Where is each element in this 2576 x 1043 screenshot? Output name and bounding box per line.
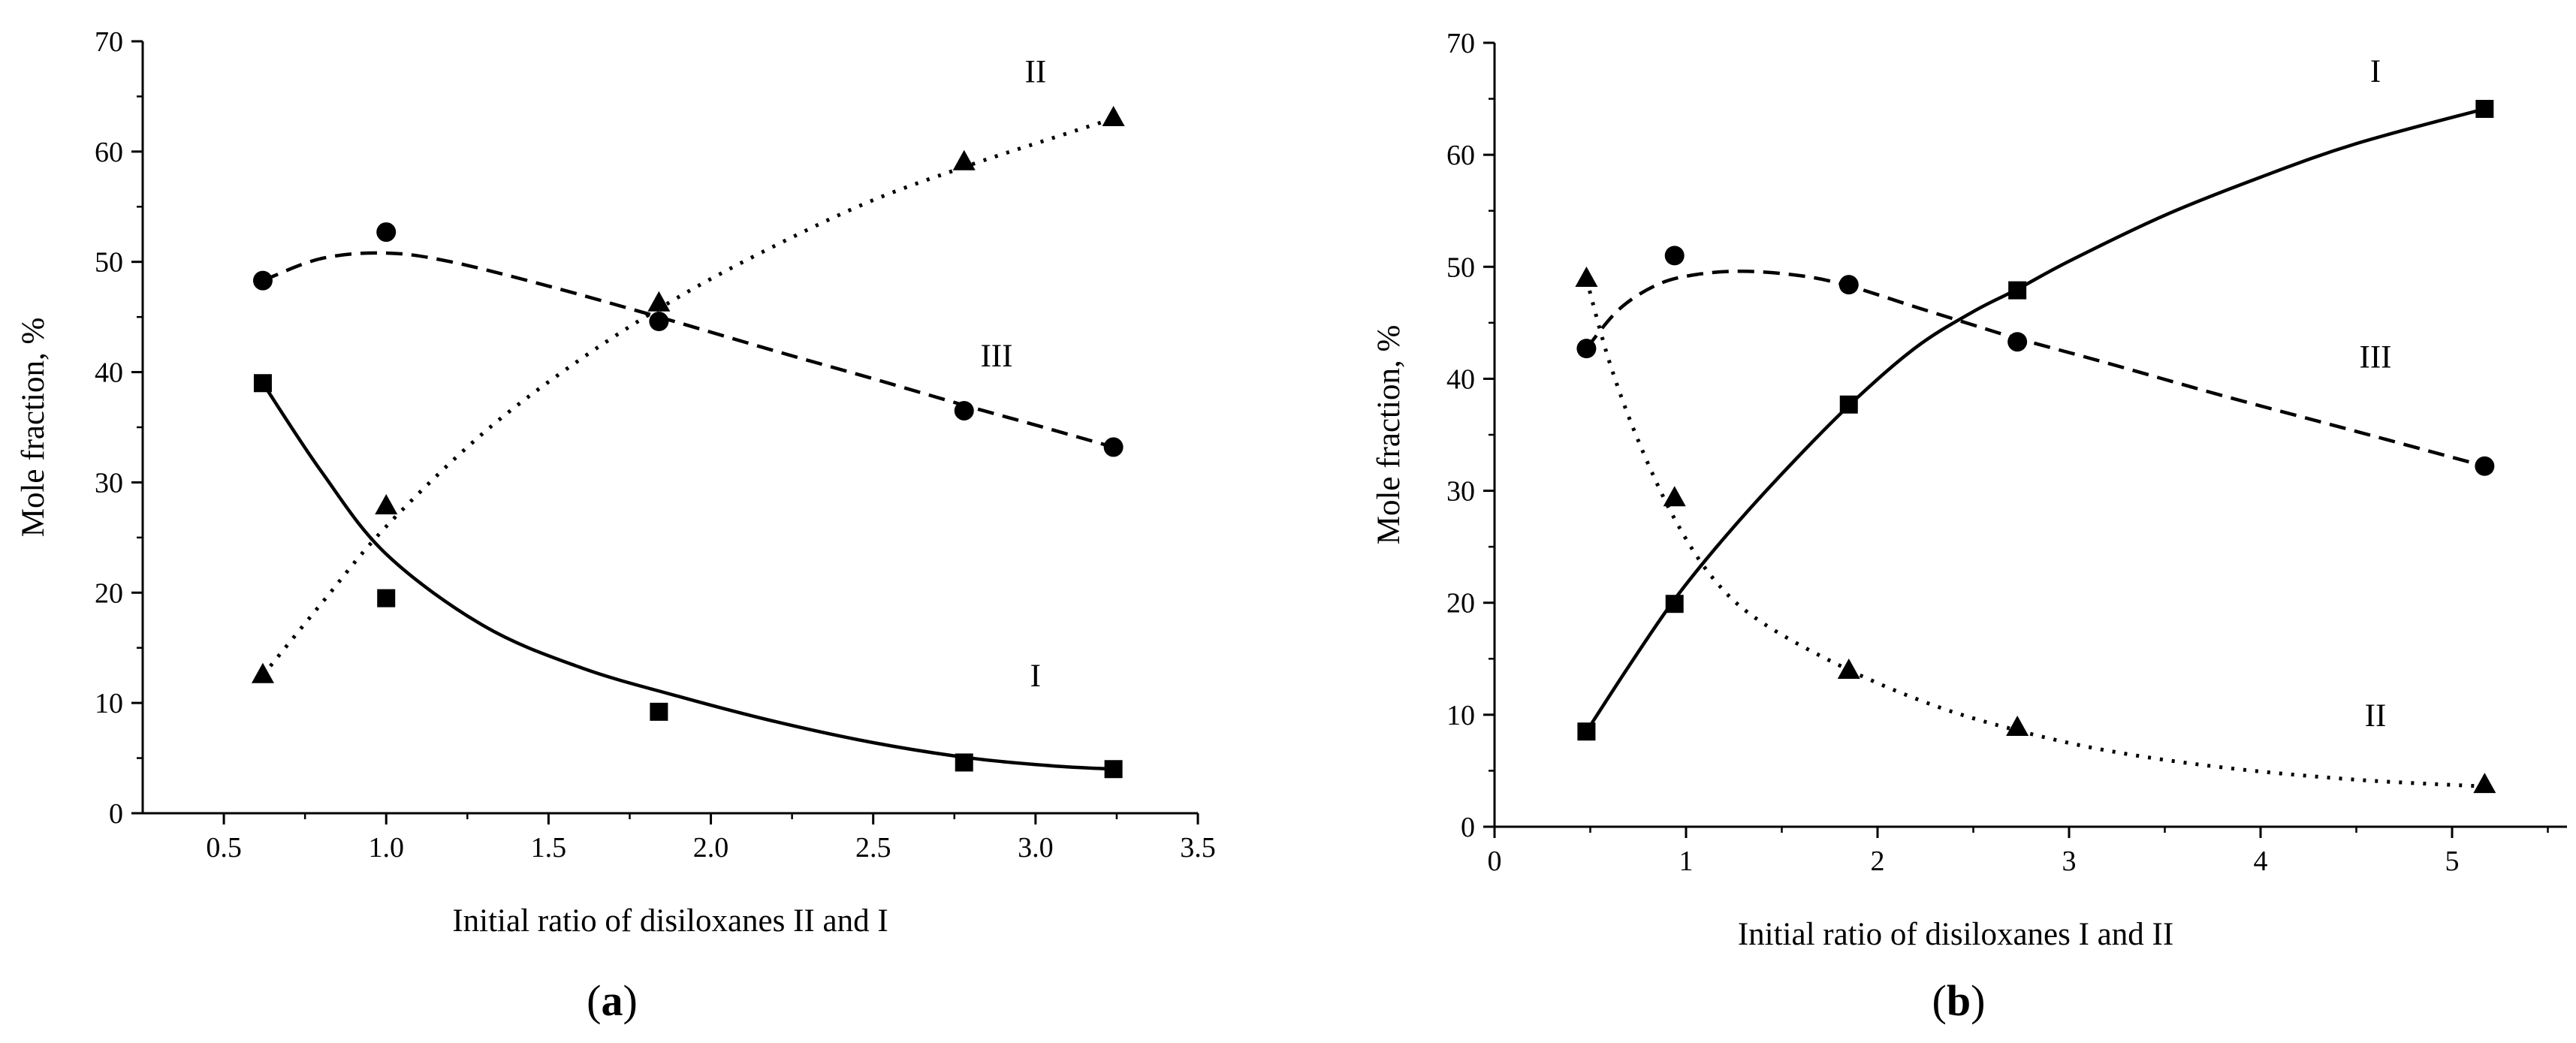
x-tick-label: 1 — [1679, 846, 1694, 877]
x-tick-label: 0 — [1488, 846, 1502, 877]
x-tick-label: 2.5 — [855, 832, 891, 864]
data-point-square — [2475, 99, 2494, 118]
y-tick-label: 30 — [1446, 476, 1475, 508]
data-point-triangle — [1837, 658, 1860, 679]
data-point-triangle — [1575, 266, 1598, 287]
y-tick-label: 20 — [95, 577, 123, 609]
series-line-II — [1584, 279, 2485, 788]
series-III: III — [1576, 246, 2495, 476]
data-point-circle — [954, 400, 974, 421]
x-tick-label: 3 — [2062, 846, 2077, 877]
series-II: II — [251, 54, 1125, 683]
data-point-square — [650, 702, 668, 721]
data-point-square — [1104, 760, 1123, 779]
data-point-circle — [376, 222, 397, 243]
x-tick-label: 5 — [2445, 846, 2460, 877]
curve-label-III: III — [2360, 340, 2392, 375]
data-point-circle — [1576, 339, 1597, 359]
x-tick-label: 2 — [1871, 846, 1885, 877]
series-line-I — [1585, 107, 2485, 733]
y-tick-label: 40 — [1446, 363, 1475, 395]
data-point-triangle — [647, 291, 671, 312]
y-tick-label: 50 — [95, 247, 123, 279]
y-axis-label: Mole fraction, % — [16, 318, 51, 538]
data-point-square — [1839, 395, 1858, 414]
curve-label-I: I — [2370, 54, 2381, 89]
y-tick-label: 20 — [1446, 588, 1475, 619]
curve-label-II: II — [2365, 698, 2387, 734]
panel-label: (a) — [587, 976, 638, 1025]
y-tick-label: 70 — [95, 26, 123, 58]
series-II: II — [1575, 266, 2496, 794]
data-point-square — [1665, 595, 1684, 613]
y-tick-label: 60 — [95, 137, 123, 168]
data-point-triangle — [1102, 106, 1125, 127]
data-point-triangle — [952, 149, 976, 170]
x-tick-label: 1.0 — [368, 832, 404, 864]
data-point-circle — [1838, 275, 1859, 295]
data-point-square — [377, 589, 396, 607]
data-point-triangle — [375, 493, 398, 514]
y-tick-label: 0 — [1461, 812, 1475, 843]
y-tick-label: 60 — [1446, 140, 1475, 171]
x-axis-label: Initial ratio of disiloxanes II and I — [452, 903, 888, 939]
data-point-circle — [1103, 437, 1124, 457]
data-point-circle — [649, 312, 669, 332]
y-tick-label: 40 — [95, 357, 123, 389]
data-point-triangle — [1663, 486, 1686, 507]
data-point-circle — [252, 270, 273, 291]
x-tick-label: 0.5 — [206, 832, 242, 864]
series-I: I — [1577, 54, 2494, 741]
series-line-III — [1585, 269, 2485, 468]
x-tick-label: 3.5 — [1180, 832, 1216, 864]
x-tick-label: 2.0 — [693, 832, 729, 864]
series-line-II — [261, 116, 1115, 677]
data-point-circle — [2475, 456, 2495, 476]
data-point-circle — [2007, 332, 2028, 352]
data-point-square — [1577, 722, 1596, 741]
y-tick-label: 10 — [1446, 700, 1475, 731]
data-point-square — [955, 753, 973, 772]
x-tick-label: 3.0 — [1018, 832, 1054, 864]
data-point-circle — [1664, 246, 1685, 266]
curve-label-III: III — [980, 339, 1012, 374]
data-point-triangle — [2006, 716, 2029, 737]
x-axis-label: Initial ratio of disiloxanes I and II — [1738, 917, 2173, 952]
data-point-square — [2008, 281, 2027, 300]
y-axis-label: Mole fraction, % — [1371, 325, 1407, 545]
series-III: III — [252, 222, 1124, 457]
y-tick-label: 30 — [95, 467, 123, 499]
y-tick-label: 50 — [1446, 252, 1475, 283]
panel-label: (b) — [1932, 976, 1986, 1025]
y-tick-label: 70 — [1446, 28, 1475, 59]
chart-panel-a: 0.5 1.0 1.5 2.0 2.5 3.0 3.5 0 10 20 30 40 50 60 70 Init… — [16, 26, 1216, 1025]
data-point-triangle — [251, 662, 274, 683]
series-I: I — [253, 374, 1123, 779]
data-point-square — [253, 374, 272, 393]
x-tick-label: 4 — [2254, 846, 2268, 877]
data-point-triangle — [2473, 773, 2496, 794]
series-line-I — [261, 382, 1114, 771]
y-tick-label: 10 — [95, 688, 123, 719]
y-tick-label: 0 — [109, 798, 123, 830]
curve-label-II: II — [1025, 54, 1047, 89]
curve-label-I: I — [1030, 659, 1041, 694]
x-tick-label: 1.5 — [531, 832, 567, 864]
